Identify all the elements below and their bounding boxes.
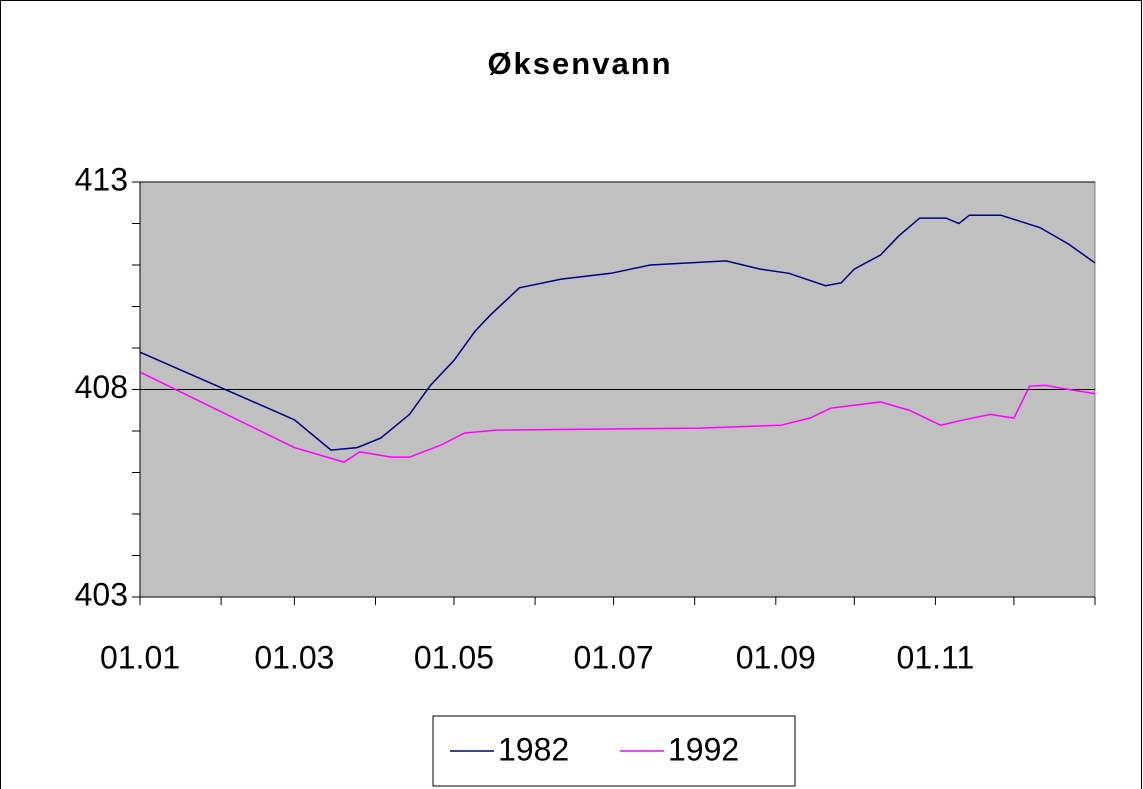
y-tick-label: 413 [75, 161, 128, 197]
y-tick-label: 408 [75, 369, 128, 405]
x-tick-label: 01.11 [897, 639, 975, 675]
y-tick-label: 403 [75, 576, 128, 612]
x-tick-label: 01.07 [574, 639, 654, 675]
series-line [139, 214, 1096, 451]
x-tick-label: 01.05 [414, 639, 494, 675]
x-tick-label: 01.01 [100, 639, 180, 675]
chart-title: Øksenvann [487, 46, 672, 81]
x-tick-label: 01.09 [736, 639, 816, 675]
x-tick-label: 01.03 [254, 639, 334, 675]
legend-label: 1982 [498, 731, 569, 767]
series-line [139, 371, 1096, 463]
legend-label: 1992 [668, 731, 739, 767]
